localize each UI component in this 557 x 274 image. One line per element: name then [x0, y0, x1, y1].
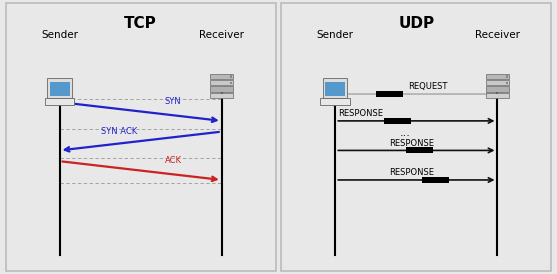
Bar [325, 82, 345, 96]
Bar [323, 78, 348, 98]
Bar [210, 87, 233, 92]
Bar [210, 74, 233, 79]
Text: ACK: ACK [164, 156, 182, 165]
Bar [506, 75, 508, 78]
Bar [45, 98, 75, 105]
Text: RESPONSE: RESPONSE [389, 139, 434, 148]
Text: TCP: TCP [124, 16, 157, 31]
Bar [50, 82, 70, 96]
Bar [210, 80, 233, 85]
Bar [320, 98, 350, 105]
Text: SYN ACK: SYN ACK [101, 127, 137, 136]
Bar [506, 82, 508, 84]
Bar [486, 87, 509, 92]
Text: Receiver: Receiver [475, 30, 520, 40]
Bar [230, 82, 232, 84]
Text: Sender: Sender [317, 30, 354, 40]
Bar [210, 93, 233, 98]
Text: RESPONSE: RESPONSE [389, 168, 434, 177]
Text: RESPONSE: RESPONSE [338, 109, 383, 118]
Text: REQUEST: REQUEST [408, 82, 448, 91]
Bar [376, 91, 403, 97]
Text: UDP: UDP [398, 16, 434, 31]
Bar [47, 78, 72, 98]
Bar [230, 75, 232, 78]
Bar [486, 74, 509, 79]
Text: Sender: Sender [41, 30, 78, 40]
Text: SYN: SYN [165, 97, 182, 106]
Bar [422, 177, 449, 183]
Bar [486, 80, 509, 85]
Bar [486, 93, 509, 98]
Text: ···: ··· [400, 131, 411, 141]
Bar [405, 147, 433, 153]
Text: Receiver: Receiver [199, 30, 244, 40]
Bar [384, 118, 411, 124]
